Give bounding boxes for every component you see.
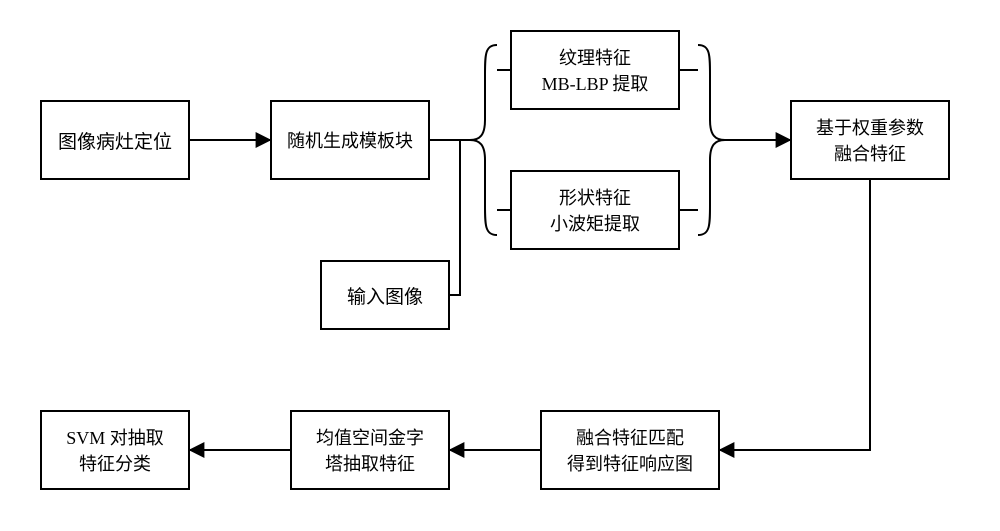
- node-text-line1: 纹理特征: [559, 44, 631, 70]
- brace-close: [698, 45, 725, 235]
- node-mean-spatial-pyramid: 均值空间金字 塔抽取特征: [290, 410, 450, 490]
- edge-n6-brace: [450, 140, 460, 295]
- node-text-line2: 特征分类: [79, 450, 151, 476]
- node-lesion-localization: 图像病灶定位: [40, 100, 190, 180]
- node-text: 随机生成模板块: [287, 127, 413, 153]
- node-weight-fusion: 基于权重参数 融合特征: [790, 100, 950, 180]
- node-text-line2: 小波矩提取: [550, 210, 640, 236]
- node-text-line1: SVM 对抽取: [66, 424, 164, 450]
- flowchart-canvas: 图像病灶定位 随机生成模板块 纹理特征 MB-LBP 提取 形状特征 小波矩提取…: [0, 0, 1000, 531]
- node-text-line1: 基于权重参数: [816, 114, 924, 140]
- brace-open: [470, 45, 497, 235]
- node-text-line1: 融合特征匹配: [576, 424, 684, 450]
- node-text: 输入图像: [347, 282, 423, 309]
- node-svm-classify: SVM 对抽取 特征分类: [40, 410, 190, 490]
- node-text-line2: 融合特征: [834, 140, 906, 166]
- node-text-line2: 塔抽取特征: [325, 450, 415, 476]
- node-random-template-block: 随机生成模板块: [270, 100, 430, 180]
- node-input-image: 输入图像: [320, 260, 450, 330]
- node-text: 图像病灶定位: [58, 127, 172, 154]
- node-shape-feature-wavelet: 形状特征 小波矩提取: [510, 170, 680, 250]
- node-text-line1: 形状特征: [559, 184, 631, 210]
- edge-n5-n7: [720, 180, 870, 450]
- node-texture-feature-mblbp: 纹理特征 MB-LBP 提取: [510, 30, 680, 110]
- node-text-line2: MB-LBP 提取: [542, 70, 649, 96]
- node-text-line1: 均值空间金字: [316, 424, 424, 450]
- node-fusion-match-response: 融合特征匹配 得到特征响应图: [540, 410, 720, 490]
- node-text-line2: 得到特征响应图: [567, 450, 693, 476]
